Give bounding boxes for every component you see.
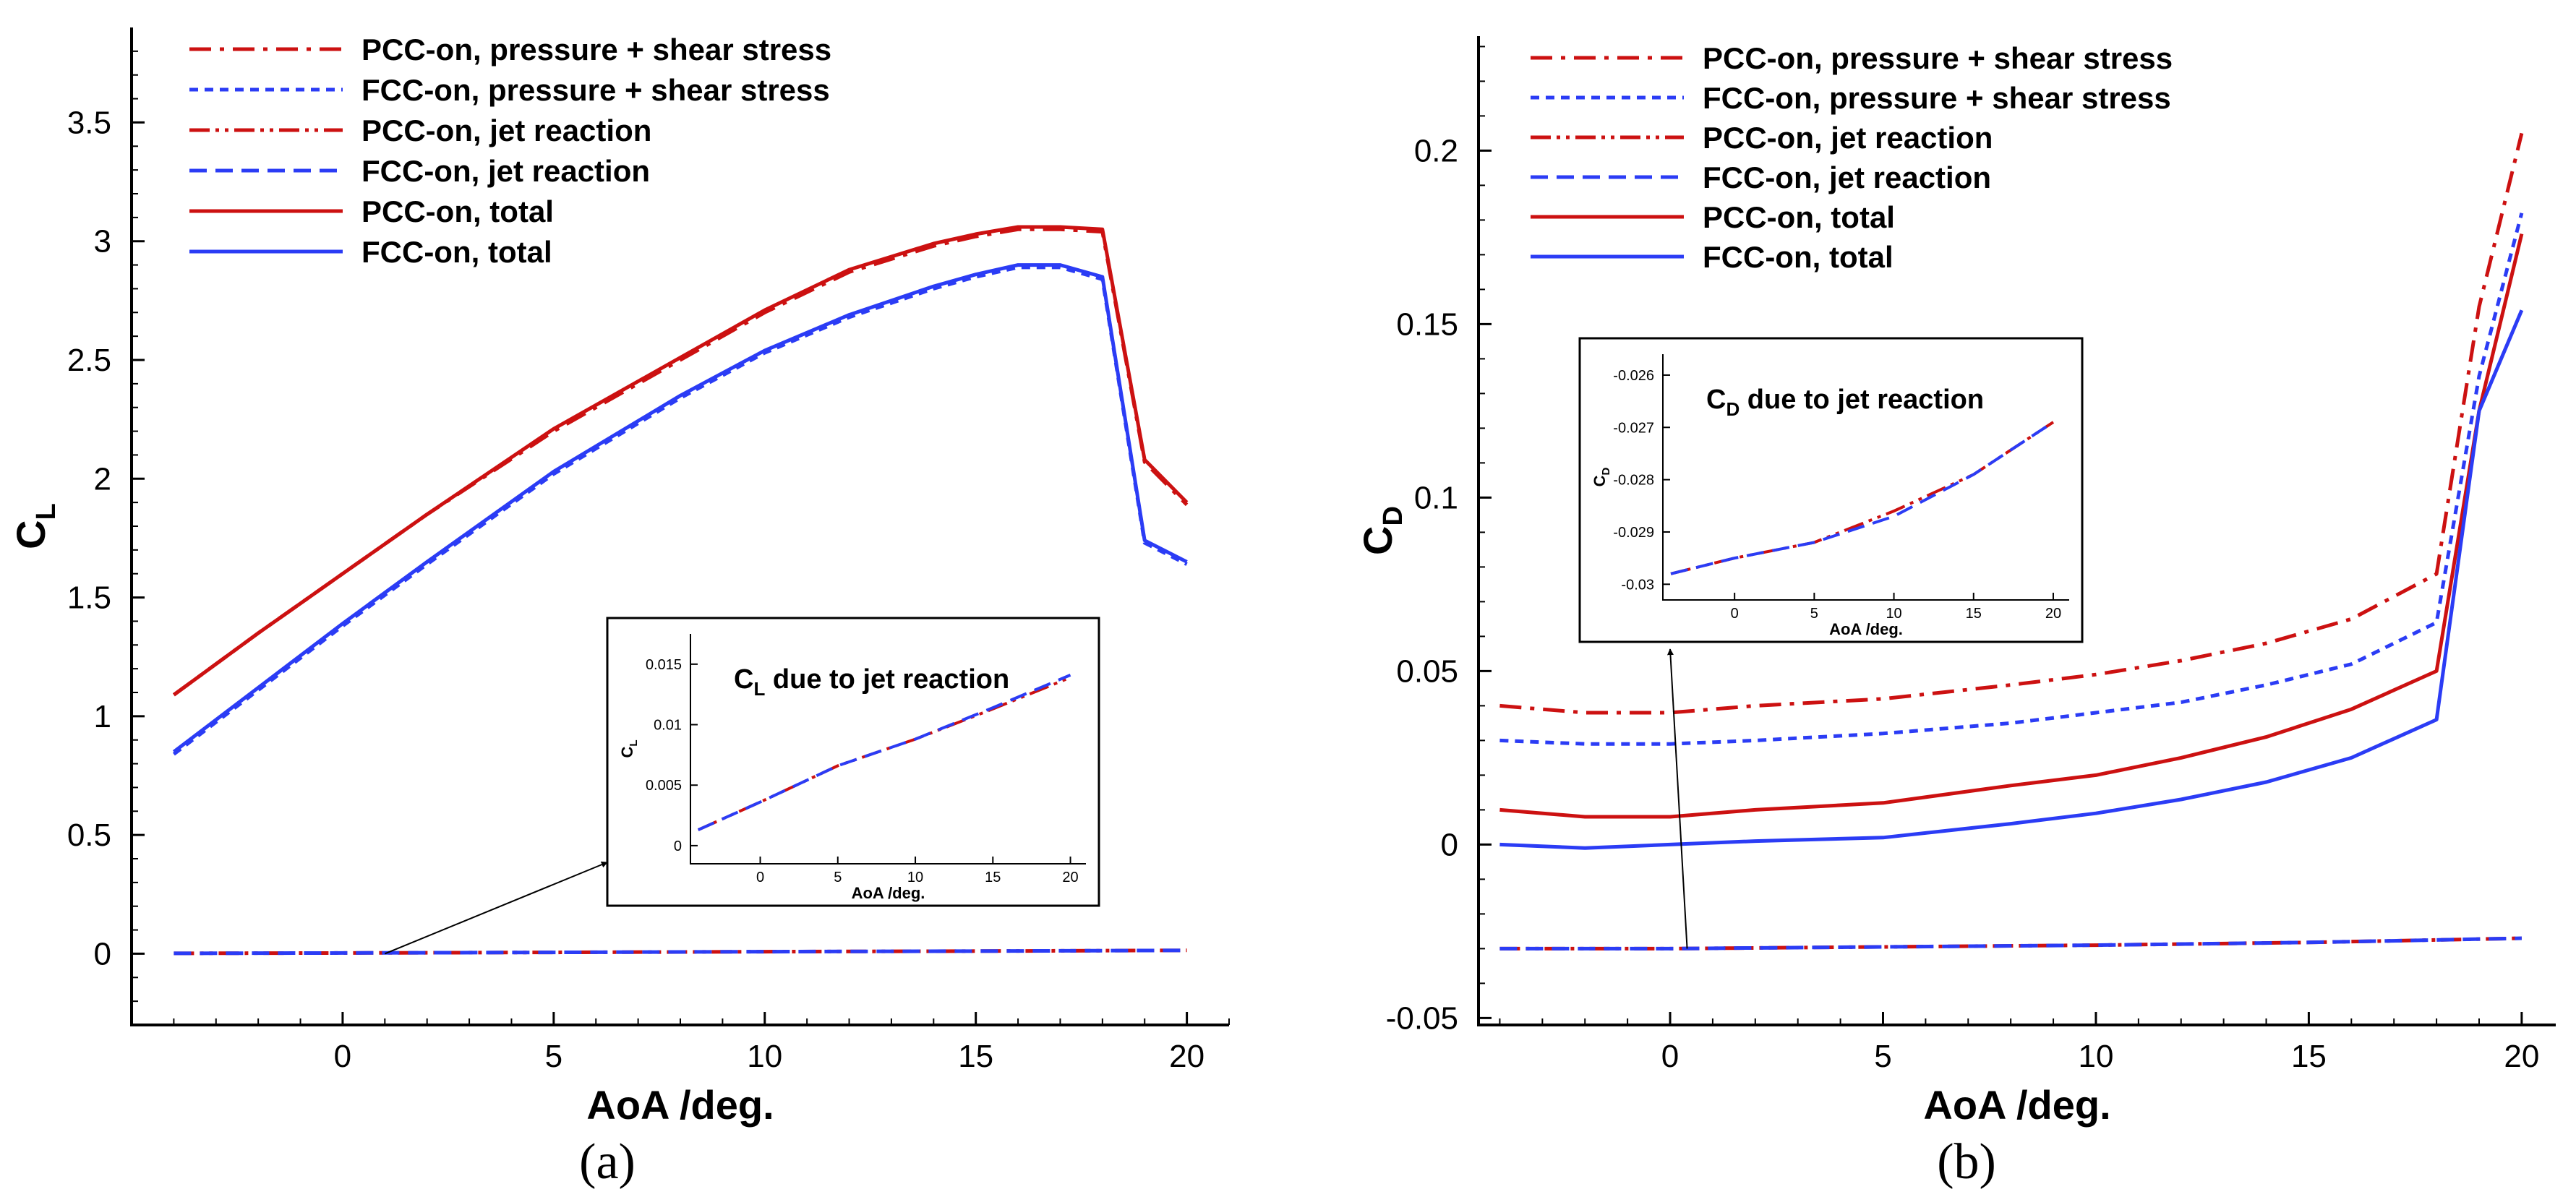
inset-x-tick-label: 10 <box>907 870 923 885</box>
legend-label: FCC-on, total <box>1703 240 1894 274</box>
y-tick-label: 3 <box>94 224 111 259</box>
legend-label: PCC-on, pressure + shear stress <box>361 33 831 66</box>
legend-label: FCC-on, total <box>361 235 552 269</box>
y-tick-label: 0 <box>94 936 111 971</box>
inset-y-axis-title: CD <box>1591 467 1612 486</box>
y-axis-title: CL <box>8 503 61 549</box>
legend-label: FCC-on, jet reaction <box>361 154 650 188</box>
series-line-fcc-on-pressure-shear-stress <box>172 265 1188 756</box>
inset-pointer-arrow <box>1666 648 1688 949</box>
inset-a: 0 5 10 15 20 0 0.005 0.01 0.015 AoA /deg. CL CL due… <box>384 617 1100 955</box>
inset-y-tick-label: -0.026 <box>1613 368 1654 384</box>
inset-y-tick-label: -0.03 <box>1621 577 1654 593</box>
legend-label: PCC-on, pressure + shear stress <box>1703 41 2173 75</box>
x-tick-label: 0 <box>334 1039 351 1074</box>
inset-title: CD due to jet reaction <box>1706 385 1984 420</box>
series-layer-b <box>1499 132 2524 951</box>
caption-a: (a) <box>579 1134 636 1190</box>
chart-panel-b: 0 5 10 15 20 -0.05 0 0.05 0.1 0.15 0.2 AoA /deg. CD … <box>1355 36 2556 1190</box>
inset-box <box>1578 337 2084 643</box>
inset-y-tick-label: 0 <box>674 838 682 854</box>
y-axis-title: CD <box>1355 506 1408 555</box>
series-line-fcc-on-pressure-shear-stress <box>1499 213 2524 746</box>
series-layer-a <box>172 225 1189 956</box>
x-axis-title: AoA /deg. <box>1923 1082 2110 1128</box>
x-tick-label: 15 <box>2291 1039 2327 1074</box>
inset-axis-frame <box>1662 354 2069 601</box>
x-tick-label: 0 <box>1661 1039 1679 1074</box>
series-line-pcc-on-total <box>1499 233 2524 819</box>
legend-label: PCC-on, total <box>361 194 554 228</box>
axis-frame-b <box>1477 36 2556 1026</box>
inset-b: 0 5 10 15 20 -0.03 -0.029 -0.028 -0.027 -0.026 AoA… <box>1578 337 2084 949</box>
inset-title: CL due to jet reaction <box>734 664 1009 700</box>
inset-y-tick-label: 0.015 <box>646 657 682 673</box>
series-line-pcc-on-pressure-shear-stress <box>172 227 1189 697</box>
inset-y-tick-label: 0.005 <box>646 778 682 794</box>
y-tick-label: 0.1 <box>1414 480 1458 515</box>
inset-x-tick-label: 15 <box>1966 606 1982 622</box>
legend-label: PCC-on, total <box>1703 200 1895 234</box>
inset-x-tick-label: 5 <box>834 870 842 885</box>
y-tick-label: 1.5 <box>67 580 111 616</box>
chart-panel-a: 0 5 10 15 20 0 0.5 1 1.5 2 2.5 3 3.5 AoA /deg. CL PCC-… <box>8 27 1230 1190</box>
x-axis-title: AoA /deg. <box>586 1082 774 1128</box>
series-line-fcc-on-jet-reaction <box>174 948 1187 956</box>
x-tick-label: 20 <box>2504 1039 2539 1074</box>
inset-y-tick-label: 0.01 <box>654 718 682 734</box>
inset-y-tick-label: -0.028 <box>1613 473 1654 489</box>
inset-x-tick-label: 10 <box>1886 606 1901 622</box>
y-tick-label: 3.5 <box>67 105 111 140</box>
inset-x-tick-label: 15 <box>985 870 1001 885</box>
x-tick-label: 10 <box>747 1039 782 1074</box>
legend-label: FCC-on, jet reaction <box>1703 160 1991 194</box>
inset-x-tick-label: 0 <box>756 870 764 885</box>
caption-b: (b) <box>1937 1134 1996 1190</box>
y-tick-label: -0.05 <box>1386 1000 1458 1036</box>
y-tick-label: 1 <box>94 699 111 734</box>
series-line-fcc-on-jet-reaction <box>1499 936 2522 951</box>
legend-b: PCC-on, pressure + shear stress FCC-on, p… <box>1531 41 2173 274</box>
x-tick-label: 20 <box>1169 1039 1204 1074</box>
series-line-fcc-on-total <box>172 263 1188 754</box>
inset-x-tick-label: 5 <box>1810 606 1818 622</box>
x-tick-label: 15 <box>958 1039 993 1074</box>
inset-axis-frame <box>690 634 1086 864</box>
legend-label: FCC-on, pressure + shear stress <box>361 73 830 107</box>
y-tick-label: 0.05 <box>1396 653 1458 689</box>
inset-y-tick-label: -0.029 <box>1613 525 1654 541</box>
y-tick-label: 0.15 <box>1396 306 1458 342</box>
y-tick-label: 2.5 <box>67 343 111 378</box>
inset-x-axis-title: AoA /deg. <box>1829 620 1903 638</box>
inset-y-axis-title: CL <box>618 739 640 758</box>
series-line-fcc-on-total <box>1499 309 2524 850</box>
legend-label: FCC-on, pressure + shear stress <box>1703 81 2171 115</box>
legend-label: PCC-on, jet reaction <box>1703 121 1993 155</box>
axis-layer-a: 0 5 10 15 20 0 0.5 1 1.5 2 2.5 3 3.5 AoA /deg. CL <box>8 27 1230 1128</box>
inset-x-axis-title: AoA /deg. <box>852 884 925 902</box>
inset-y-tick-label: -0.027 <box>1613 420 1654 436</box>
x-tick-label: 5 <box>1874 1039 1891 1074</box>
y-tick-label: 0.2 <box>1414 133 1458 168</box>
series-line-pcc-on-pressure-shear-stress <box>1499 132 2524 715</box>
y-tick-label: 0 <box>1441 827 1458 862</box>
inset-x-tick-label: 20 <box>2045 606 2061 622</box>
y-tick-label: 2 <box>94 461 111 497</box>
legend-a: PCC-on, pressure + shear stress FCC-on, p… <box>189 33 831 269</box>
inset-x-tick-label: 20 <box>1062 870 1078 885</box>
inset-pointer-arrow <box>384 861 608 955</box>
y-tick-label: 0.5 <box>67 818 111 853</box>
axis-layer-b: 0 5 10 15 20 -0.05 0 0.05 0.1 0.15 0.2 AoA /deg. CD <box>1355 36 2556 1128</box>
x-tick-label: 5 <box>545 1039 562 1074</box>
x-tick-label: 10 <box>2078 1039 2113 1074</box>
inset-x-tick-label: 0 <box>1731 606 1739 622</box>
inset-series-fcc-on-jet-reaction <box>697 674 1071 831</box>
legend-label: PCC-on, jet reaction <box>361 113 651 147</box>
inset-series-fcc-on-jet-reaction <box>1670 421 2055 575</box>
series-line-pcc-on-total <box>172 225 1189 697</box>
